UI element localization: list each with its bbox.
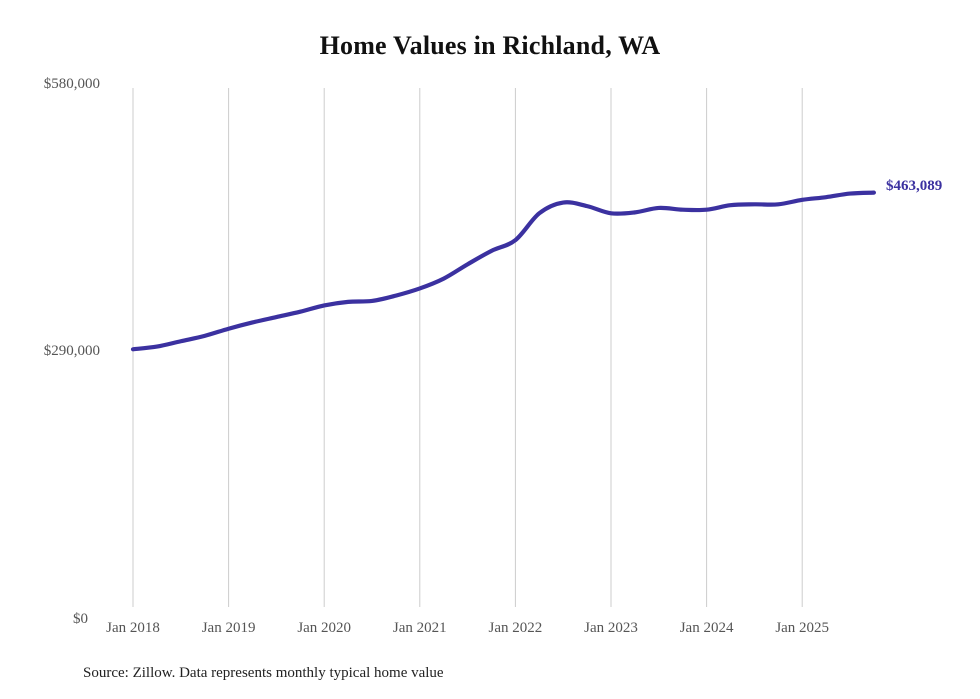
y-axis-tick-label-mid: $290,000 [43, 343, 100, 359]
source-note: Source: Zillow. Data represents monthly … [83, 665, 444, 681]
value-line-series [130, 190, 876, 352]
chart-title: Home Values in Richland, WA [319, 31, 661, 60]
x-axis-tick-label: Jan 2021 [392, 620, 447, 636]
end-value-annotation: $463,089 [886, 177, 943, 194]
x-axis-tick-label: Jan 2025 [775, 620, 830, 636]
y-axis-tick-label-zero: $0 [73, 611, 88, 627]
x-axis-tick-label: Jan 2019 [201, 620, 256, 636]
gridlines [132, 88, 803, 607]
x-axis-tick-label: Jan 2018 [106, 620, 160, 636]
y-axis-tick-label-top: $580,000 [43, 76, 100, 92]
x-axis-tick-label: Jan 2020 [297, 620, 352, 636]
x-axis-tick-label: Jan 2023 [584, 620, 638, 636]
x-axis-tick-label: Jan 2024 [679, 620, 734, 636]
x-axis-tick-label: Jan 2022 [488, 620, 543, 636]
